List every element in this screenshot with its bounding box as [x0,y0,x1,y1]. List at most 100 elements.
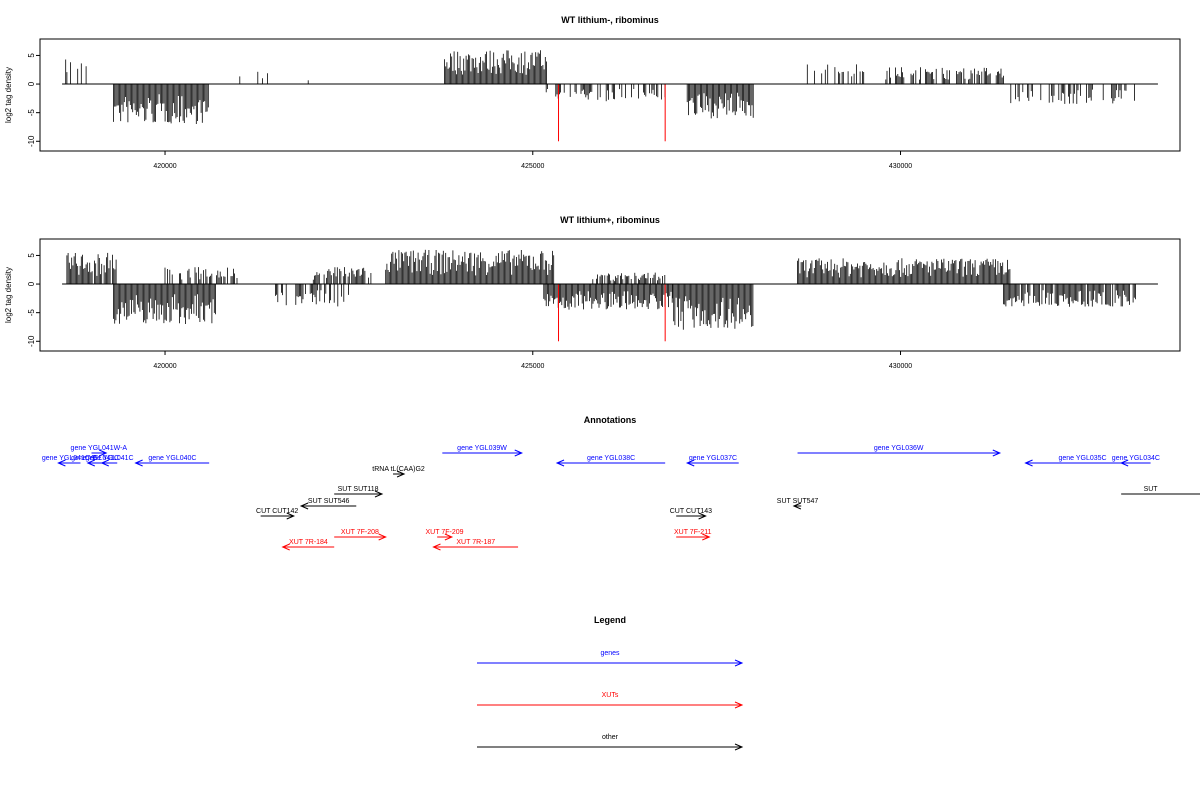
arrow-head [1024,459,1033,467]
feature-label: SUT SUT547 [777,498,819,505]
arrow-head [1119,459,1129,467]
annotation-feature: gene YGL041C-B [42,455,97,467]
arrow-head [734,743,744,751]
x-tick-label: 425000 [521,363,544,370]
arrow-head [134,459,143,467]
chart-title: WT lithium-, ribominus [561,15,659,25]
legend-item-xut: XUTs [477,692,744,709]
arrow-head [432,543,441,551]
feature-label: gene YGL041C [71,455,119,462]
feature-label: gene YGL036W [874,445,924,452]
legend: Legend genes XUTs other [477,615,744,751]
feature-label: XUT 7R-187 [456,539,495,546]
annotation-feature: SUT [1121,486,1200,495]
arrow-head [698,512,707,520]
arrow-head [702,533,711,541]
feature-label: gene YGL038C [587,455,635,462]
feature-label: gene YGL037C [689,455,737,462]
feature-label: SUT SUT546 [308,498,350,505]
y-tick-label: 0 [27,81,36,86]
density-bars [66,249,1136,330]
feature-label: gene YGL040C [148,455,196,462]
legend-label: other [602,734,619,741]
density-bars [65,50,1135,124]
feature-label: XUT 7R-184 [289,539,328,546]
feature-label: XUT 7F-211 [674,529,712,536]
annotation-feature: tRNA tL(CAA)G2 [372,466,425,478]
x-axis: 420000 425000 430000 [153,351,912,370]
arrow-head [555,459,565,467]
legend-label: XUTs [602,692,619,699]
arrow-head [378,533,387,541]
y-tick-label: -10 [27,135,36,147]
plot-frame [39,38,1181,152]
arrow-head [396,470,406,478]
x-tick-label: 430000 [889,163,912,170]
legend-item-gene: genes [477,650,744,667]
arrow-head [57,459,66,467]
x-tick-label: 420000 [153,163,176,170]
annotation-feature: XUT 7F-208 [334,529,387,541]
annotation-feature: gene YGL041W-A [71,445,128,457]
feature-label: gene YGL034C [1112,455,1160,462]
arrow-head [734,659,744,667]
annotation-feature: gene YGL036W [797,445,1002,457]
annotation-feature: gene YGL041C [85,455,134,467]
arrow-head [514,449,524,457]
arrow-head [992,449,1002,457]
x-tick-label: 420000 [153,363,176,370]
arrow-head [734,701,744,709]
annotation-feature: SUT SUT546 [299,498,357,510]
annotations-title: Annotations [584,415,637,425]
annotation-feature: XUT 7R-187 [432,539,519,551]
y-tick-label: -5 [27,309,36,317]
x-axis: 420000 425000 430000 [153,151,912,170]
x-tick-label: 425000 [521,163,544,170]
chart-panel-lithium-plus: WT lithium+, ribominus log2 tag density … [4,215,1181,370]
arrow-head [281,543,290,551]
arrow-head [286,512,296,520]
feature-label: SUT SUT118 [338,486,379,493]
annotations-track: Annotations gene YGL041W-A gene YGL041C-B… [42,415,1200,551]
feature-label: CUT CUT143 [670,508,712,515]
arrow-head [86,459,96,467]
annotation-feature: XUT 7R-184 [281,539,335,551]
arrow-head [444,533,454,541]
annotation-feature: CUT CUT143 [670,508,712,520]
arrow-head [100,459,109,467]
legend-item-other: other [477,734,744,751]
annotation-feature: gene YGL040C [134,455,210,467]
legend-label: genes [600,650,620,657]
arrow-head [792,502,802,510]
annotation-feature: gene YGL037C [685,455,739,467]
arrow-head [685,459,695,467]
annotation-feature: gene YGL041C [71,455,119,467]
legend-items: genes XUTs other [477,650,744,751]
y-tick-label: -5 [27,109,36,117]
feature-label: XUT 7F-208 [341,529,379,536]
feature-label: tRNA tL(CAA)G2 [372,466,425,473]
annotation-feature: XUT 7F-211 [674,529,712,541]
chart-panel-lithium-minus: WT lithium-, ribominus log2 tag density … [4,15,1181,170]
annotation-feature: gene YGL038C [555,455,666,467]
highlight-bars [558,84,666,142]
annotation-feature: CUT CUT142 [256,508,298,520]
feature-label: CUT CUT142 [256,508,298,515]
y-axis: 5 0 -5 -10 [27,53,40,147]
feature-label: gene YGL039W [457,445,507,452]
x-tick-label: 430000 [889,363,912,370]
arrow-head [299,502,309,510]
feature-label: gene YGL041W-A [71,445,128,452]
arrow-head [374,490,384,498]
highlight-bars [558,284,666,342]
y-tick-label: 5 [27,53,36,58]
feature-label: gene YGL035C [1058,455,1106,462]
feature-label: XUT 7F-209 [426,529,464,536]
annotation-feature: gene YGL039W [442,445,524,457]
arrow-head [98,449,108,457]
legend-title: Legend [594,615,626,625]
annotation-feature: SUT SUT118 [334,486,384,498]
annotation-feature: gene YGL034C [1112,455,1160,467]
y-tick-label: -10 [27,335,36,347]
y-tick-label: 5 [27,253,36,258]
